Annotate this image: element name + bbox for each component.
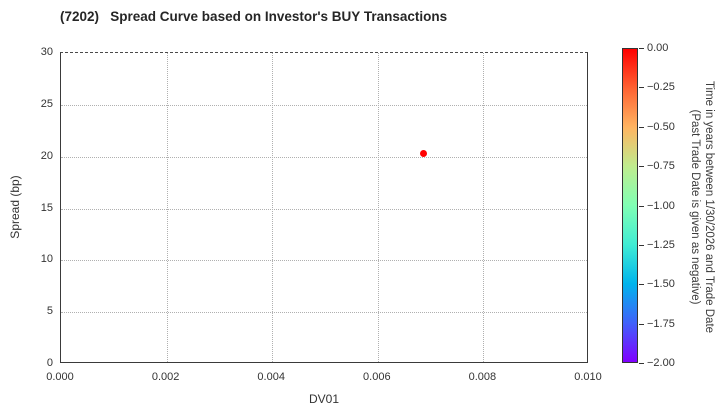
colorbar-tick-label: −1.25 <box>647 238 675 251</box>
gridline-horizontal <box>61 208 587 210</box>
gridline-vertical <box>166 53 168 362</box>
colorbar-tick-label: −1.50 <box>647 278 675 291</box>
y-tick-label: 5 <box>46 305 53 318</box>
x-tick-label: 0.008 <box>468 371 497 383</box>
gridline-horizontal <box>61 260 587 262</box>
colorbar-tick <box>639 244 644 246</box>
x-axis-label: DV01 <box>308 392 340 406</box>
y-tick-label: 0 <box>46 357 53 369</box>
colorbar-tick <box>639 323 644 325</box>
colorbar-tick-label: −1.75 <box>647 317 675 330</box>
colorbar-title-line-1: Time in years between 1/30/2026 and Trad… <box>703 80 715 334</box>
colorbar-tick <box>639 87 644 89</box>
colorbar-tick <box>639 126 644 128</box>
colorbar <box>622 48 638 363</box>
gridline-vertical <box>483 53 485 362</box>
y-tick-label: 25 <box>40 97 53 110</box>
colorbar-title: Time in years between 1/30/2026 and Trad… <box>688 81 716 333</box>
colorbar-tick-label: −2.00 <box>647 357 675 369</box>
y-tick-label: 20 <box>40 149 53 162</box>
colorbar-title-line-2: (Past Trade Date is given as negative) <box>689 109 701 305</box>
colorbar-tick <box>639 284 644 286</box>
x-tick-label: 0.010 <box>574 371 602 383</box>
colorbar-tick-label: −0.75 <box>647 160 675 173</box>
colorbar-tick <box>639 363 644 364</box>
gridline-horizontal <box>61 156 587 158</box>
y-tick-label: 15 <box>40 201 53 214</box>
colorbar-tick-label: −1.00 <box>647 199 675 212</box>
chart-title: (7202) Spread Curve based on Investor's … <box>60 9 448 24</box>
x-tick-label: 0.004 <box>257 371 285 383</box>
gridline-vertical <box>272 53 274 362</box>
x-tick-label: 0.000 <box>46 371 74 383</box>
y-tick-label: 30 <box>40 46 53 58</box>
colorbar-tick <box>639 166 644 168</box>
gridline-horizontal <box>61 104 587 106</box>
colorbar-tick <box>639 48 644 49</box>
plot-area <box>60 52 588 363</box>
x-tick-label: 0.006 <box>363 371 391 383</box>
x-tick-label: 0.002 <box>151 371 180 383</box>
colorbar-tick <box>639 205 644 207</box>
y-axis-label: Spread (bp) <box>8 175 22 239</box>
gridline-horizontal <box>61 312 587 314</box>
colorbar-tick-label: −0.50 <box>647 120 675 133</box>
colorbar-tick-label: −0.25 <box>647 81 675 94</box>
scatter-point <box>420 149 428 157</box>
colorbar-tick-label: 0.00 <box>647 42 669 54</box>
gridline-vertical <box>377 53 379 362</box>
y-tick-label: 10 <box>40 253 53 266</box>
